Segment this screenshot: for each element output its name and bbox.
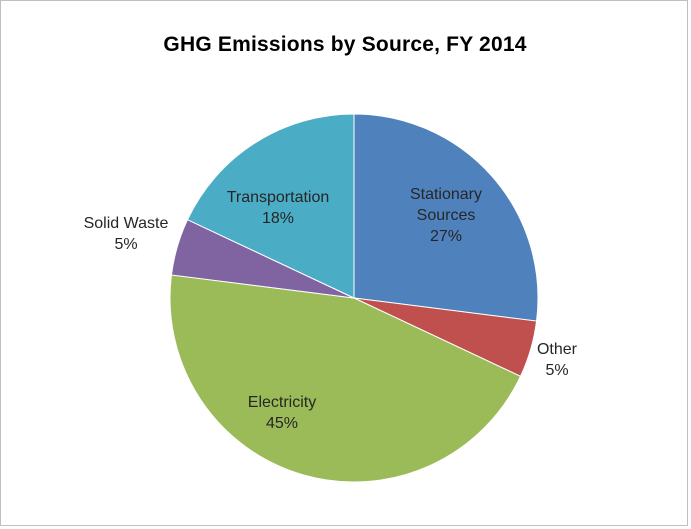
data-label-stationary-sources: Stationary Sources 27% [410, 186, 482, 245]
data-label-percent: 5% [114, 236, 137, 253]
chart-title: GHG Emissions by Source, FY 2014 [163, 33, 527, 56]
data-label-solid-waste: Solid Waste 5% [84, 215, 169, 253]
data-label-name: Other [537, 341, 578, 358]
pie-slices [169, 113, 539, 483]
data-label-electricity: Electricity 45% [248, 394, 316, 432]
data-label-name: Stationary [410, 186, 482, 203]
data-label-name: Transportation [227, 189, 330, 206]
data-label-percent: 27% [430, 228, 462, 245]
data-label-percent: 45% [266, 415, 298, 432]
pie-slice-electricity [169, 274, 522, 483]
pie-slice-stationary-sources [353, 113, 539, 322]
data-label-percent: 18% [262, 210, 294, 227]
data-label-other: Other 5% [537, 341, 578, 379]
data-label-name: Solid Waste [84, 215, 169, 232]
data-label-percent: 5% [545, 362, 568, 379]
data-label-name: Electricity [248, 394, 316, 411]
data-label-name: Sources [417, 207, 476, 224]
pie-slice-transportation [186, 113, 355, 299]
data-label-transportation: Transportation 18% [227, 189, 330, 227]
